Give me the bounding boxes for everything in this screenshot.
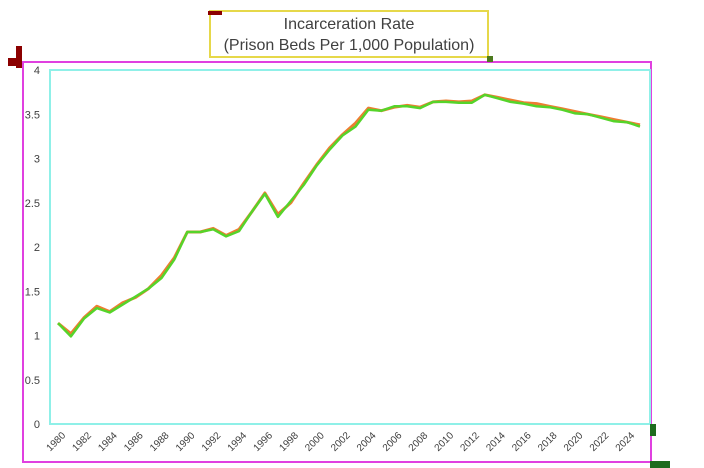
x-tick-label: 1998 [277,430,301,454]
x-tick-label: 2010 [433,430,457,454]
x-tick-label: 2024 [614,430,638,454]
x-tick-label: 1992 [200,430,224,454]
handle-marker [16,46,22,68]
x-tick-label: 1988 [148,430,172,454]
x-tick-label: 2018 [536,430,560,454]
x-tick-label: 1986 [122,430,146,454]
x-tick-label: 2008 [407,430,431,454]
y-axis-ticks: 0 0.5 1 1.5 2 2.5 3 3.5 4 [25,65,40,431]
y-tick-label: 0 [34,419,40,431]
x-tick-label: 2022 [588,430,612,454]
y-tick-label: 0.5 [25,375,40,387]
plot-area-border [49,69,651,425]
y-tick-label: 2 [34,242,40,254]
series-line-2 [57,93,641,338]
x-tick-label: 2014 [484,430,508,454]
chart-subtitle: (Prison Beds Per 1,000 Population) [223,37,475,54]
x-tick-label: 1980 [45,430,69,454]
x-tick-label: 1996 [252,430,276,454]
chart-title: Incarceration Rate [283,16,415,33]
x-tick-label: 2016 [510,430,534,454]
x-tick-label: 1984 [96,430,120,454]
series-layer [57,93,641,338]
x-tick-label: 2000 [303,430,327,454]
chart-title-box: Incarceration Rate (Prison Beds Per 1,00… [209,10,489,58]
x-tick-label: 1990 [174,430,198,454]
x-tick-label: 2002 [329,430,353,454]
y-tick-label: 1.5 [25,286,40,298]
y-tick-label: 3.5 [25,109,40,121]
x-tick-label: 2004 [355,430,379,454]
x-tick-label: 1994 [226,430,250,454]
y-tick-label: 2.5 [25,198,40,210]
handle-marker [650,424,656,436]
handle-marker [208,11,222,15]
handle-marker [650,461,670,468]
chart-outer-border [22,61,652,463]
y-tick-label: 3 [34,154,40,166]
x-tick-label: 2020 [562,430,586,454]
x-tick-label: 2012 [458,430,482,454]
x-tick-label: 2006 [381,430,405,454]
y-tick-label: 4 [34,65,40,77]
handle-marker [8,58,22,66]
x-axis-ticks: 1980 1982 1984 1986 1988 1990 1992 1994 1996 1998… [45,430,638,454]
y-tick-label: 1 [34,331,40,343]
x-tick-label: 1982 [70,430,94,454]
handle-marker [487,56,493,62]
